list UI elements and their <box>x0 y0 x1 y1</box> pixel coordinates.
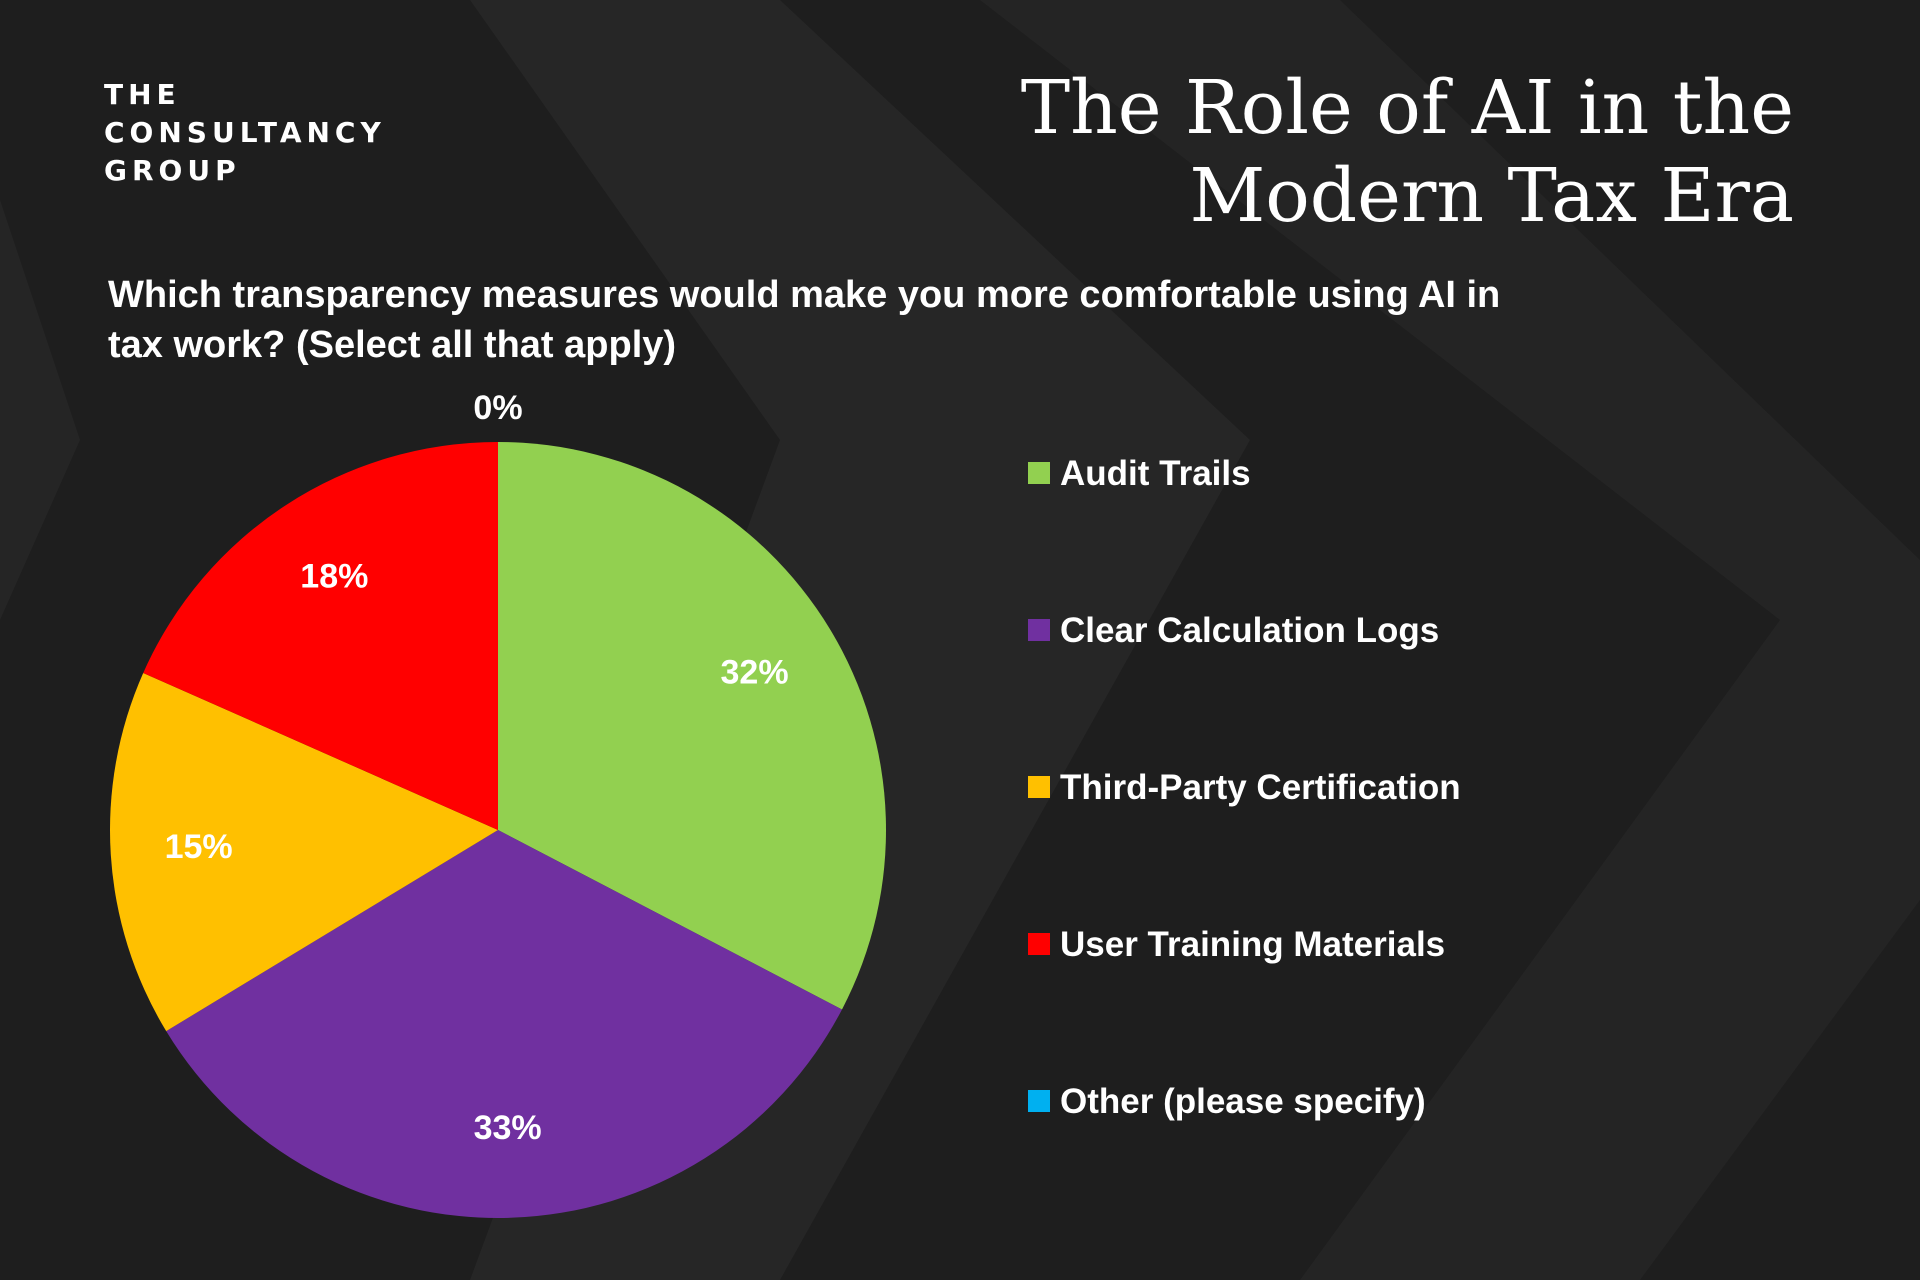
pie-slice-audit-trails <box>498 442 886 1010</box>
legend-item: Other (please specify) <box>1028 1082 1461 1239</box>
data-label: 33% <box>474 1109 542 1147</box>
legend-item: User Training Materials <box>1028 925 1461 1082</box>
legend-label: Clear Calculation Logs <box>1060 611 1440 650</box>
legend-swatch <box>1028 619 1050 641</box>
legend-label: User Training Materials <box>1060 925 1446 964</box>
page-title: The Role of AI in the Modern Tax Era <box>894 64 1794 240</box>
legend-swatch <box>1028 776 1050 798</box>
data-label: 15% <box>165 828 233 866</box>
legend-item: Audit Trails <box>1028 454 1461 611</box>
pie-chart: 32% 33% 15% 18% 0% <box>110 389 886 1218</box>
legend-swatch <box>1028 1090 1050 1112</box>
legend-label: Audit Trails <box>1060 454 1251 493</box>
title-line: Modern Tax Era <box>1189 153 1794 239</box>
legend-item: Clear Calculation Logs <box>1028 611 1461 768</box>
pie-slice-third-party-certification <box>110 672 498 1032</box>
chart-question: Which transparency measures would make y… <box>108 270 1608 370</box>
legend-swatch <box>1028 462 1050 484</box>
legend-label: Other (please specify) <box>1060 1082 1426 1121</box>
brand-logo: THE CONSULTANCY GROUP <box>104 76 386 190</box>
pie-slice-user-training-materials <box>143 442 499 830</box>
chart-legend: Audit Trails Clear Calculation Logs Third-… <box>1028 454 1461 1239</box>
brand-line: THE <box>104 78 181 111</box>
legend-swatch <box>1028 933 1050 955</box>
data-label: 32% <box>721 653 789 691</box>
question-line: tax work? (Select all that apply) <box>108 324 677 366</box>
brand-line: GROUP <box>104 154 241 187</box>
title-line: The Role of AI in the <box>1020 65 1794 151</box>
brand-line: CONSULTANCY <box>104 116 386 149</box>
data-label: 18% <box>300 558 368 596</box>
data-label: 0% <box>473 389 522 427</box>
pie-slice-clear-calculation-logs <box>166 830 843 1218</box>
legend-label: Third-Party Certification <box>1060 768 1461 807</box>
legend-item: Third-Party Certification <box>1028 768 1461 925</box>
question-line: Which transparency measures would make y… <box>108 274 1501 316</box>
